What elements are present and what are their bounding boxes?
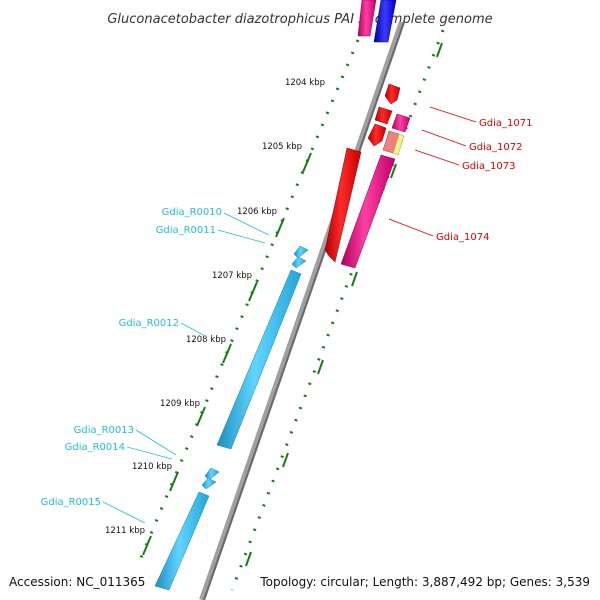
- kbp-label: 1205 kbp: [262, 142, 302, 152]
- gene-label-gdia-1071: Gdia_1071: [479, 118, 532, 129]
- major-tick: [142, 535, 152, 556]
- kbp-label: 1209 kbp: [160, 399, 200, 409]
- leader-line: [102, 501, 146, 524]
- tick-track-outer-dots: [230, 29, 445, 591]
- map-title: Gluconacetobacter diazotrophicus PAI 5, …: [107, 12, 492, 27]
- gene-features-forward: [324, 83, 411, 269]
- kbp-label: 1206 kbp: [237, 207, 277, 217]
- kbp-label: 1208 kbp: [186, 335, 226, 345]
- gene-label-gdia-r0012: Gdia_R0012: [119, 318, 179, 329]
- tick-track-inner-dots: [138, 39, 360, 561]
- leader-line: [126, 446, 173, 460]
- accession-label: Accession: NC_011365: [9, 575, 145, 589]
- gene-labels-forward: Gdia_1071 Gdia_1072 Gdia_1073 Gdia_1074: [388, 106, 532, 243]
- gene-feature-red-arrow: [367, 123, 387, 147]
- gene-feature-gdia-r0011: [291, 256, 307, 269]
- major-tick: [317, 359, 324, 375]
- major-tick: [222, 343, 232, 364]
- gene-feature-gdia-r0015: [154, 491, 210, 591]
- kbp-label: 1210 kbp: [132, 462, 172, 472]
- kbp-labels: 1204 kbp 1205 kbp 1206 kbp 1207 kbp 1208…: [105, 78, 325, 536]
- major-tick: [390, 163, 397, 179]
- tick-track-inner: [138, 39, 360, 561]
- major-tick: [282, 452, 289, 468]
- major-tick: [196, 406, 206, 427]
- genome-backbone: [199, 21, 405, 600]
- gene-feature-gdia-1073: [392, 133, 405, 156]
- gene-feature-pink-top: [357, 0, 377, 37]
- gene-label-gdia-1072: Gdia_1072: [469, 142, 522, 153]
- major-tick: [248, 281, 258, 302]
- gene-feature-gdia-r0012: [216, 269, 302, 450]
- gene-label-gdia-r0013: Gdia_R0013: [74, 425, 134, 436]
- leader-line: [414, 149, 460, 166]
- gene-label-gdia-r0010: Gdia_R0010: [162, 207, 222, 218]
- major-tick: [436, 42, 443, 58]
- major-tick: [351, 271, 358, 287]
- gene-feature-gdia-r0010: [293, 245, 309, 259]
- gene-feature-gdia-1071: [384, 83, 401, 105]
- kbp-label: 1207 kbp: [212, 271, 252, 281]
- gene-feature-gdia-1072: [391, 113, 411, 133]
- leader-line: [180, 322, 208, 338]
- gene-feature-blue-top: [373, 0, 397, 43]
- leader-line: [135, 429, 177, 456]
- gene-features-reverse: [154, 245, 309, 591]
- gene-feature-gdia-1074: [340, 154, 396, 269]
- gene-labels-reverse: Gdia_R0010 Gdia_R0011 Gdia_R0012 Gdia_R0…: [41, 207, 270, 524]
- leader-line: [429, 106, 477, 123]
- gene-feature-gdia-r0013: [204, 467, 220, 481]
- leader-line: [388, 218, 434, 237]
- gene-label-gdia-1073: Gdia_1073: [462, 161, 515, 172]
- kbp-label: 1204 kbp: [285, 78, 325, 88]
- gene-feature-red-long: [324, 147, 362, 263]
- topology-label: Topology: circular; Length: 3,887,492 bp…: [259, 575, 590, 589]
- gene-label-gdia-r0015: Gdia_R0015: [41, 497, 101, 508]
- kbp-label: 1211 kbp: [105, 526, 145, 536]
- major-tick: [169, 471, 179, 492]
- major-tick: [275, 217, 285, 238]
- major-tick: [245, 551, 252, 567]
- leader-line: [223, 212, 270, 236]
- gene-label-gdia-r0011: Gdia_R0011: [156, 225, 216, 236]
- gene-feature-red-small: [374, 106, 393, 125]
- gene-label-gdia-1074: Gdia_1074: [436, 232, 489, 243]
- gene-feature-gdia-r0014: [201, 477, 217, 490]
- leader-line: [217, 229, 266, 244]
- gene-features-top: [357, 0, 397, 43]
- leader-line: [421, 129, 467, 147]
- genome-backbone-shadow: [203, 21, 405, 600]
- major-tick: [302, 152, 312, 173]
- tick-track-outer: [230, 29, 445, 591]
- gene-label-gdia-r0014: Gdia_R0014: [65, 442, 125, 453]
